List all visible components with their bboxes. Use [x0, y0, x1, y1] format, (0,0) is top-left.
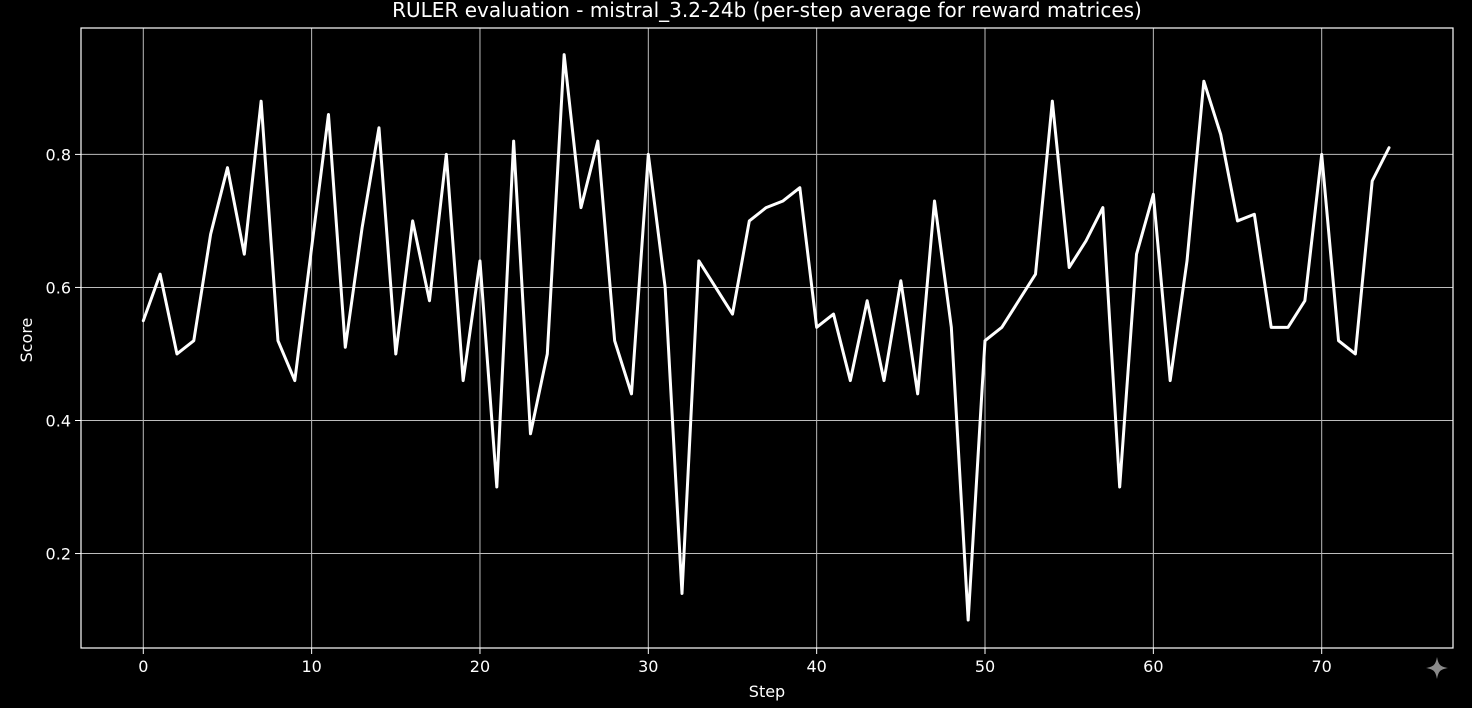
data-point — [495, 486, 498, 489]
data-point — [411, 219, 414, 222]
x-tick-label: 40 — [806, 657, 826, 676]
x-axis-label: Step — [749, 682, 785, 701]
x-tick-label: 20 — [470, 657, 490, 676]
data-point — [159, 273, 162, 276]
data-point — [815, 326, 818, 329]
data-point — [630, 392, 633, 395]
data-point — [209, 233, 212, 236]
chart-title: RULER evaluation - mistral_3.2-24b (per-… — [392, 0, 1142, 22]
data-point — [933, 199, 936, 202]
series-line — [141, 53, 1391, 622]
data-point — [546, 352, 549, 355]
ticks: 0 10 20 30 40 50 60 70 0.2 0.4 0.6 0.8 — [46, 145, 1332, 676]
data-point — [916, 392, 919, 395]
series-layer — [141, 53, 1391, 622]
data-point — [344, 346, 347, 349]
y-tick-label: 0.4 — [46, 411, 71, 430]
data-point — [1169, 379, 1172, 382]
data-point — [142, 319, 145, 322]
data-point — [512, 140, 515, 143]
x-tick-label: 50 — [975, 657, 995, 676]
y-tick-label: 0.8 — [46, 145, 71, 164]
sparkle-icon — [1426, 657, 1448, 679]
data-point — [1287, 326, 1290, 329]
data-point — [697, 259, 700, 262]
data-point — [445, 153, 448, 156]
data-point — [1152, 193, 1155, 196]
data-point — [1034, 273, 1037, 276]
data-point — [647, 153, 650, 156]
data-point — [984, 339, 987, 342]
data-point — [377, 126, 380, 129]
data-point — [361, 226, 364, 229]
data-point — [1000, 326, 1003, 329]
y-tick-label: 0.6 — [46, 278, 71, 297]
data-point — [260, 100, 263, 103]
data-point — [680, 592, 683, 595]
grid — [81, 28, 1453, 648]
x-tick-label: 10 — [301, 657, 321, 676]
data-point — [293, 379, 296, 382]
data-point — [613, 339, 616, 342]
data-point — [1236, 219, 1239, 222]
data-point — [226, 166, 229, 169]
data-point — [1186, 259, 1189, 262]
data-point — [175, 352, 178, 355]
data-point — [664, 286, 667, 289]
data-point — [1253, 213, 1256, 216]
data-point — [1068, 266, 1071, 269]
data-point — [1101, 206, 1104, 209]
data-point — [1219, 133, 1222, 136]
data-point — [192, 339, 195, 342]
data-point — [462, 379, 465, 382]
data-point — [1337, 339, 1340, 342]
data-point — [1135, 253, 1138, 256]
data-point — [899, 279, 902, 282]
data-point — [1371, 180, 1374, 183]
data-point — [327, 113, 330, 116]
plot-frame — [80, 27, 1454, 649]
data-point — [1303, 299, 1306, 302]
data-point — [731, 313, 734, 316]
data-point — [866, 299, 869, 302]
data-point — [798, 186, 801, 189]
data-point — [276, 339, 279, 342]
data-point — [1388, 146, 1391, 149]
data-point — [1270, 326, 1273, 329]
data-point — [1202, 80, 1205, 83]
data-point — [1354, 352, 1357, 355]
data-point — [781, 199, 784, 202]
data-point — [243, 253, 246, 256]
data-point — [882, 379, 885, 382]
x-tick-label: 60 — [1143, 657, 1163, 676]
x-tick-label: 30 — [638, 657, 658, 676]
data-point — [950, 326, 953, 329]
data-point — [832, 313, 835, 316]
y-axis-label: Score — [17, 318, 36, 363]
data-point — [529, 432, 532, 435]
data-point — [967, 619, 970, 622]
data-point — [579, 206, 582, 209]
data-point — [714, 286, 717, 289]
data-point — [849, 379, 852, 382]
data-point — [428, 299, 431, 302]
data-point — [596, 140, 599, 143]
data-point — [765, 206, 768, 209]
data-point — [394, 352, 397, 355]
data-point — [1320, 153, 1323, 156]
data-point — [478, 259, 481, 262]
data-point — [1051, 100, 1054, 103]
x-tick-label: 70 — [1312, 657, 1332, 676]
data-point — [748, 219, 751, 222]
data-point — [310, 246, 313, 249]
x-tick-label: 0 — [138, 657, 148, 676]
data-point — [563, 53, 566, 56]
data-point — [1017, 299, 1020, 302]
data-point — [1118, 486, 1121, 489]
data-point — [1085, 239, 1088, 242]
y-tick-label: 0.2 — [46, 545, 71, 564]
